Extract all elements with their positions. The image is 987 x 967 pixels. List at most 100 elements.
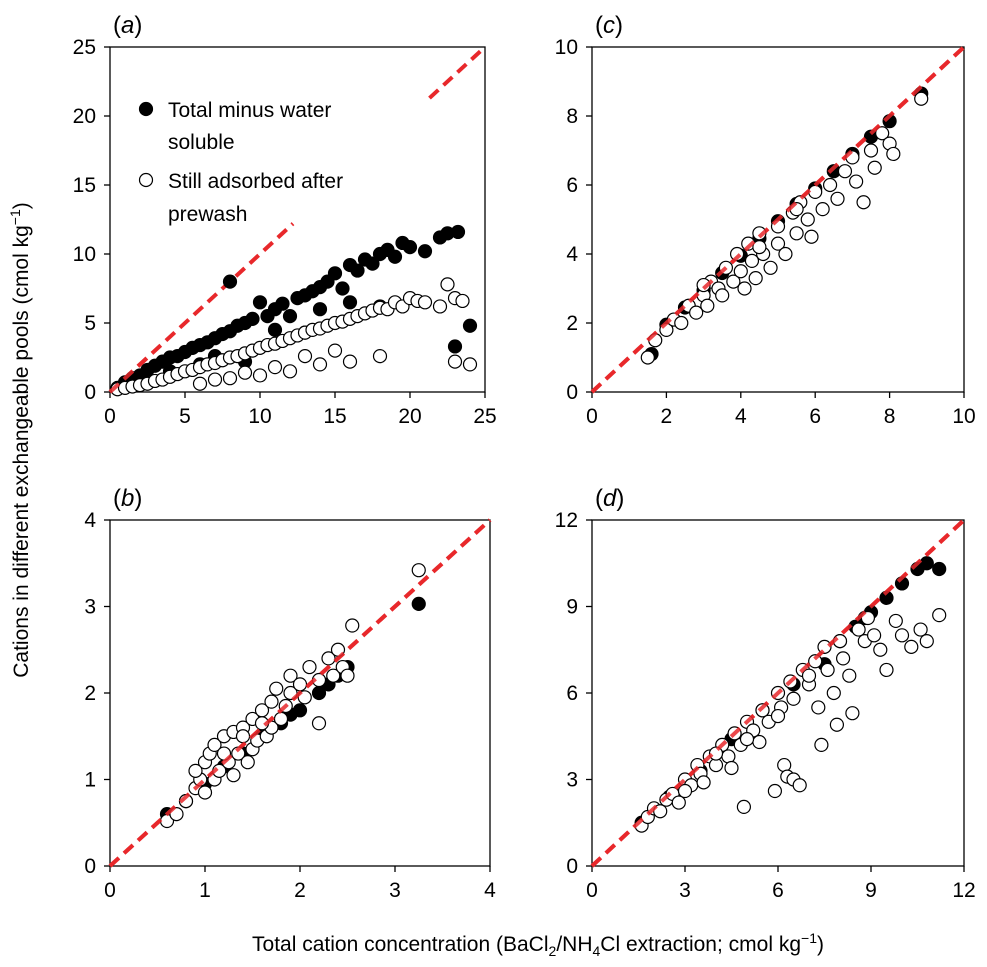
series-still-adsorbed (110, 277, 478, 397)
point-filled (450, 224, 466, 240)
y-tick-label: 4 (566, 243, 578, 266)
y-tick-label: 10 (73, 243, 96, 266)
point-open (417, 295, 433, 310)
point-open (837, 164, 853, 179)
panel-label-close: ) (615, 12, 623, 39)
point-open (815, 202, 830, 217)
point-open (267, 360, 283, 375)
x-tick-label: 0 (104, 405, 116, 428)
point-open (789, 226, 804, 241)
x-tick-label: 8 (884, 405, 896, 428)
point-filled (222, 274, 238, 289)
point-open (311, 716, 327, 731)
point-open (804, 229, 819, 244)
point-filled (417, 244, 433, 259)
point-open (811, 700, 826, 715)
point-open (914, 91, 929, 106)
point-open (888, 613, 903, 629)
y-tick-label: 0 (84, 381, 96, 404)
point-open (207, 372, 223, 387)
point-open (894, 628, 910, 643)
point-open (342, 354, 358, 369)
point-open (737, 281, 752, 296)
x-tick-label: 0 (586, 405, 598, 428)
y-tick-label: 3 (566, 769, 578, 792)
point-open (835, 651, 851, 666)
point-open (792, 778, 807, 793)
point-open (919, 633, 934, 649)
point-open (863, 143, 879, 158)
point-open (715, 288, 730, 303)
legend-marker-open (138, 172, 154, 188)
point-filled (365, 256, 380, 271)
y-tick-label: 8 (566, 105, 578, 128)
point-open (826, 685, 841, 701)
point-open (829, 717, 845, 732)
point-open (822, 177, 838, 193)
point-open (674, 315, 689, 331)
point-filled (327, 266, 343, 281)
point-open (842, 668, 857, 683)
point-open (700, 298, 715, 313)
point-open (240, 755, 255, 770)
x-tick-label: 20 (398, 405, 421, 428)
panel-label-close: ) (134, 12, 142, 39)
panel-label: (c) (595, 12, 623, 39)
point-open (197, 785, 213, 800)
point-open (851, 622, 866, 637)
point-filled (447, 339, 463, 354)
x-tick-label: 6 (809, 405, 821, 428)
point-open (736, 799, 752, 814)
x-tick-label: 10 (952, 405, 975, 428)
x-tick-label: 3 (389, 879, 401, 902)
y-tick-label: 20 (73, 105, 96, 128)
y-tick-label: 6 (566, 682, 578, 705)
point-open (326, 668, 341, 683)
x-tick-label: 3 (679, 879, 691, 902)
y-tick-label: 10 (555, 36, 578, 59)
y-tick-label: 5 (84, 312, 96, 335)
point-open (763, 260, 778, 275)
point-filled (387, 249, 403, 264)
point-open (269, 681, 284, 696)
point-open (845, 706, 860, 721)
point-open (372, 349, 388, 364)
point-open (744, 253, 760, 268)
point-filled (312, 302, 328, 317)
point-open (447, 354, 463, 369)
x-tick-label: 9 (865, 879, 877, 902)
point-open (671, 795, 686, 810)
x-tick-label: 0 (104, 879, 116, 902)
panel-d: (d) 0 3 6 9 12 0 3 6 9 12 (555, 485, 976, 902)
x-tick-label: 5 (179, 405, 191, 428)
point-open (327, 343, 343, 358)
point-open (904, 639, 919, 654)
point-open (455, 293, 470, 309)
y-tick-label: 4 (84, 509, 96, 532)
panel-label-letter: a (121, 12, 134, 39)
x-tick-label: 1 (199, 879, 211, 902)
point-open (733, 264, 748, 279)
point-open (830, 191, 845, 206)
point-open (752, 240, 767, 255)
panel-c: (c) 0 2 4 6 8 10 0 2 4 6 8 10 (555, 12, 976, 428)
point-open (252, 368, 268, 383)
panel-label: (d) (595, 485, 624, 512)
legend-total-line2: soluble (168, 131, 235, 154)
point-open (188, 763, 203, 778)
y-tick-label: 12 (555, 509, 578, 532)
x-tick-label: 4 (735, 405, 747, 428)
y-tick-label: 15 (73, 174, 96, 197)
point-open (312, 357, 328, 372)
y-tick-label: 9 (566, 596, 578, 619)
panel-b: (b) 0 1 2 3 4 0 1 2 3 4 (84, 485, 496, 902)
point-open (777, 757, 792, 773)
point-open (913, 622, 928, 637)
point-filled (350, 263, 365, 278)
point-filled (411, 596, 426, 612)
point-open (345, 618, 360, 633)
point-open (748, 271, 763, 286)
x-tick-label: 12 (952, 879, 975, 902)
point-filled (342, 295, 358, 310)
